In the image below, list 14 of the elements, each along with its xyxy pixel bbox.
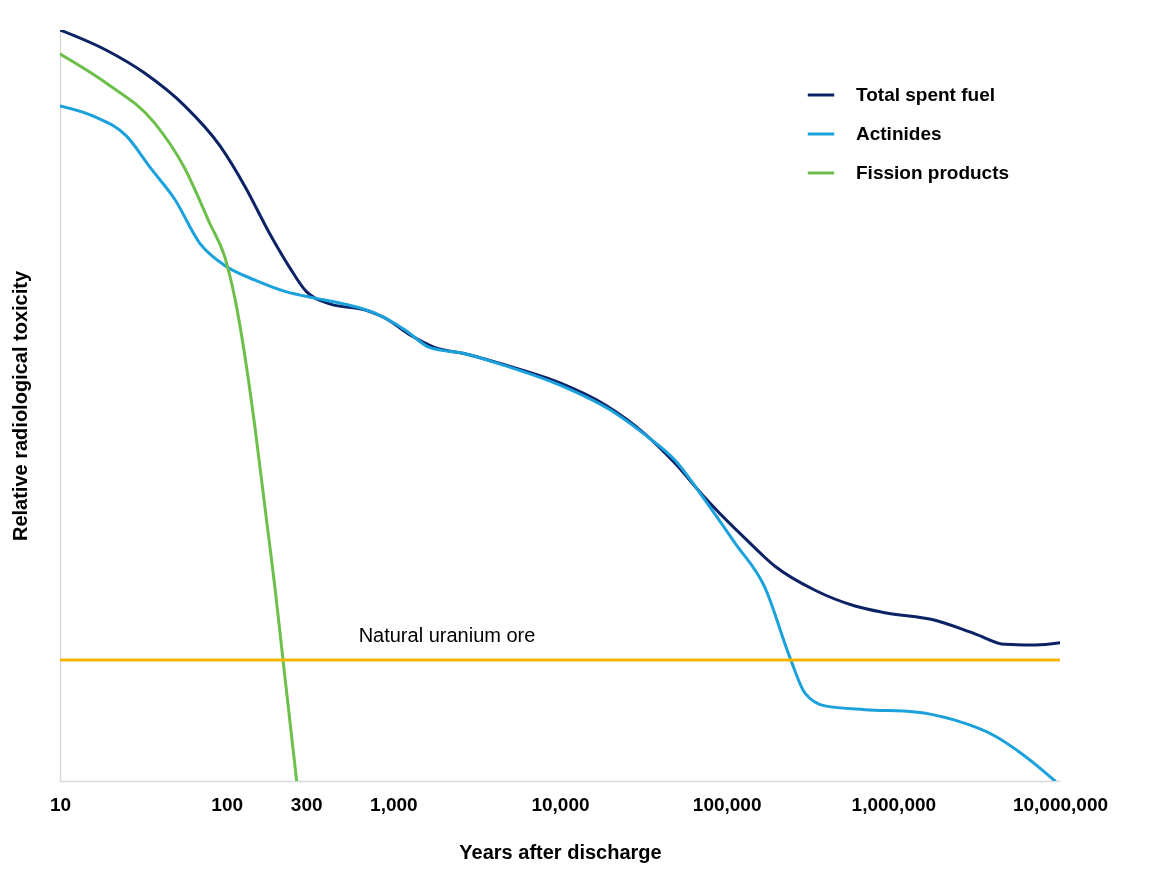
y-axis-title: Relative radiological toxicity [8,270,31,542]
x-tick-label: 10 [49,793,72,815]
x-tick-label: 300 [290,793,323,815]
x-axis-title: Years after discharge [459,840,662,863]
ref-line-label: Natural uranium ore [358,624,536,647]
legend-label: Total spent fuel [856,84,995,105]
x-tick-label: 10,000,000 [1012,793,1109,815]
x-tick-label: 100 [211,793,244,815]
x-tick-label: 1,000,000 [851,793,937,815]
x-tick-label: 1,000 [370,793,418,815]
x-tick-label: 10,000 [531,793,590,815]
legend-label: Fission products [856,162,1010,183]
legend-label: Actinides [856,123,942,144]
x-tick-label: 100,000 [692,793,762,815]
